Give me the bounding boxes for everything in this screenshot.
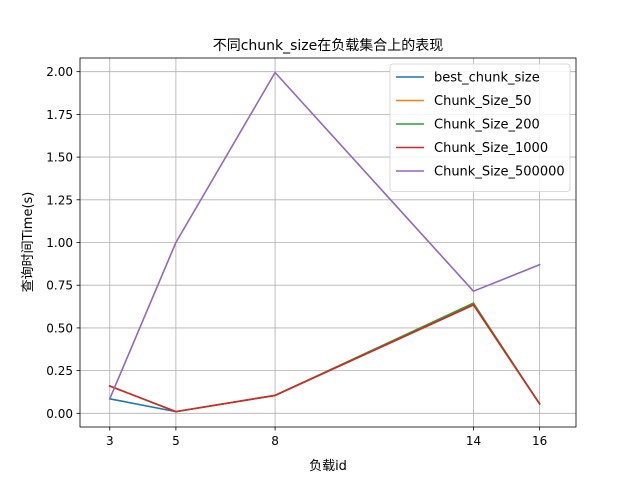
axis-ticks: 3 5 8 14 16 0.00 0.25 0.50 0.75 1.00 1.25 1.50 1.75 2… (46, 65, 547, 448)
legend-label: best_chunk_size (434, 71, 540, 86)
x-tick-label: 5 (172, 434, 180, 448)
chart-title: 不同chunk_size在负载集合上的表现 (213, 37, 444, 54)
x-tick-label: 8 (271, 434, 279, 448)
y-tick-label: 1.25 (46, 193, 73, 207)
y-tick-label: 2.00 (46, 65, 73, 79)
series-line-chunk-size-1000 (108, 304, 541, 413)
y-tick-label: 0.50 (46, 321, 73, 335)
y-tick-label: 1.00 (46, 236, 73, 250)
y-axis-label: 查询时间Time(s) (21, 192, 36, 293)
y-tick-label: 0.00 (46, 407, 73, 421)
y-tick-label: 1.50 (46, 151, 73, 165)
x-tick-label: 16 (532, 434, 547, 448)
x-tick-label: 3 (106, 434, 114, 448)
legend-label: Chunk_Size_50 (434, 94, 532, 109)
y-tick-label: 1.75 (46, 108, 73, 122)
legend-label: Chunk_Size_200 (434, 118, 540, 133)
legend-box (389, 63, 571, 192)
legend-label: Chunk_Size_500000 (434, 165, 565, 180)
legend: best_chunk_size Chunk_Size_50 Chunk_Size_2… (389, 63, 571, 192)
y-tick-label: 0.25 (46, 364, 73, 378)
y-tick-label: 0.75 (46, 279, 73, 293)
series-line-chunk-size-500000 (108, 71, 541, 400)
legend-label: Chunk_Size_1000 (434, 141, 548, 156)
x-axis-label: 负载id (309, 459, 347, 474)
series-lines (108, 71, 541, 413)
x-tick-label: 14 (466, 434, 481, 448)
